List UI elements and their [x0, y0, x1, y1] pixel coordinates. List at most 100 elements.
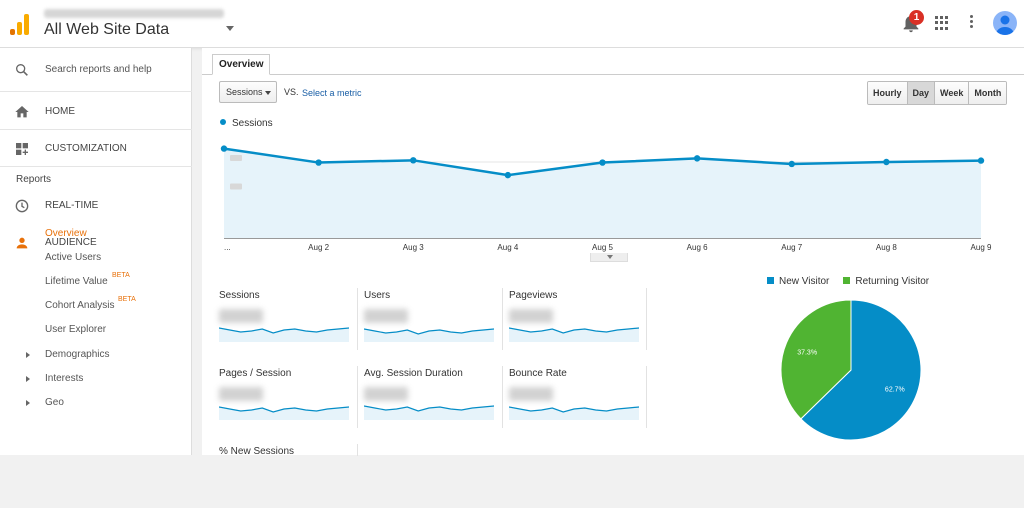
sidebar-item-audience[interactable]: AUDIENCE — [0, 228, 192, 258]
x-tick-label: Aug 6 — [687, 243, 708, 252]
sessions-point — [788, 160, 795, 168]
sessions-point — [410, 157, 417, 164]
sessions-point — [883, 158, 890, 166]
select-metric-link[interactable]: Select a metric — [302, 88, 362, 98]
x-tick-label: Aug 8 — [876, 243, 897, 252]
account-dropdown-caret-icon[interactable] — [226, 26, 234, 31]
pie-legend-item[interactable]: New Visitor — [767, 276, 829, 287]
sparkline-line — [509, 327, 639, 334]
avatar[interactable] — [993, 11, 1017, 35]
kpi-sessions[interactable]: Sessions — [219, 290, 351, 352]
pie-legend-item[interactable]: Returning Visitor — [843, 276, 929, 287]
account-view-title[interactable]: All Web Site Data — [44, 21, 170, 38]
analytics-logo-icon[interactable] — [10, 13, 30, 35]
sidebar-item-label: Interests — [45, 373, 84, 384]
x-tick-label: ... — [224, 243, 231, 252]
granularity-day-button[interactable]: Day — [907, 82, 936, 104]
kpi-separator — [646, 288, 647, 350]
sidebar-item-cohort-analysis[interactable]: Cohort Analysis BETA — [0, 296, 192, 316]
search-icon — [15, 64, 28, 76]
granularity-week-button[interactable]: Week — [935, 82, 970, 104]
granularity-month-button[interactable]: Month — [969, 82, 1007, 104]
expand-triangle-icon — [26, 352, 30, 358]
legend-swatch — [767, 277, 774, 284]
series-legend: Sessions — [220, 118, 273, 129]
visitor-pie-chart: 62.7% 37.3% — [780, 299, 922, 441]
kpi-sparkline — [219, 406, 349, 420]
kpi-value-blurred — [509, 387, 553, 401]
sidebar-item-realtime[interactable]: REAL-TIME — [0, 191, 192, 221]
sessions-point — [315, 159, 322, 166]
sidebar-item-label: AUDIENCE — [45, 237, 97, 248]
account-email-blurred — [44, 9, 224, 18]
kpi-value-blurred — [364, 387, 408, 401]
sparkline-line — [364, 405, 494, 412]
y-tick-label-blurred — [230, 183, 242, 190]
kpi-sparkline — [364, 328, 494, 342]
sidebar-item-label: Active Users — [45, 252, 102, 263]
kpi-title: Pages / Session — [219, 368, 292, 379]
kpi-bounce-rate[interactable]: Bounce Rate — [509, 368, 641, 430]
kpi-new-sessions[interactable]: % New Sessions — [219, 446, 351, 508]
sidebar-item-geo[interactable]: Geo — [0, 393, 192, 413]
sparkline-line — [219, 406, 349, 413]
series-swatch — [220, 119, 226, 125]
sidebar: Search reports and help HOME CUSTOMIZATI… — [0, 48, 192, 455]
vs-label: VS. — [284, 87, 299, 97]
kpi-title: % New Sessions — [219, 446, 295, 457]
legend-label: Returning Visitor — [855, 276, 930, 287]
pie-slice-label: 62.7% — [885, 386, 905, 393]
sidebar-item-overview[interactable]: Overview — [0, 224, 192, 244]
sidebar-item-label: CUSTOMIZATION — [45, 143, 127, 154]
x-tick-label: Aug 7 — [781, 243, 802, 252]
sidebar-item-label: REAL-TIME — [45, 200, 99, 211]
metric-dropdown-value: Sessions — [226, 87, 263, 97]
metric-dropdown[interactable]: Sessions — [219, 81, 277, 103]
sidebar-item-active-users[interactable]: Active Users — [0, 248, 192, 268]
kpi-pages-session[interactable]: Pages / Session — [219, 368, 351, 430]
main-panel: Overview Sessions VS. Select a metric Ho… — [202, 48, 1024, 457]
apps-grid-icon[interactable] — [935, 16, 949, 30]
kpi-separator — [357, 288, 358, 350]
chevron-down-icon — [265, 91, 271, 95]
kpi-value-blurred — [219, 309, 263, 323]
tab-divider — [202, 74, 1024, 75]
more-vert-icon[interactable] — [970, 15, 974, 31]
sidebar-item-label: Geo — [45, 397, 64, 408]
search-input[interactable]: Search reports and help — [45, 64, 152, 75]
sidebar-item-demographics[interactable]: Demographics — [0, 345, 192, 365]
sidebar-item-home[interactable]: HOME — [0, 92, 192, 130]
x-tick-label: Aug 2 — [308, 243, 329, 252]
kpi-separator — [502, 366, 503, 428]
sidebar-item-customization[interactable]: CUSTOMIZATION — [0, 130, 192, 167]
expand-triangle-icon — [26, 400, 30, 406]
sessions-area — [224, 148, 981, 238]
sessions-point — [599, 159, 606, 166]
home-icon — [15, 106, 29, 118]
granularity-hourly-button[interactable]: Hourly — [868, 82, 908, 104]
x-tick-label: Aug 5 — [592, 243, 613, 252]
sparkline-line — [219, 327, 349, 334]
kpi-users[interactable]: Users — [364, 290, 496, 352]
pie-slice-label: 37.3% — [797, 350, 817, 357]
kpi-sparkline — [364, 405, 494, 420]
sidebar-item-label: Overview — [45, 228, 87, 239]
x-tick-label: Aug 9 — [971, 243, 992, 252]
sessions-point — [977, 157, 985, 164]
kpi-title: Users — [364, 290, 391, 301]
tab-overview[interactable]: Overview — [212, 54, 271, 75]
sidebar-item-lifetime-value[interactable]: Lifetime Value BETA — [0, 272, 192, 292]
chart-collapse-handle[interactable] — [590, 253, 628, 262]
sidebar-item-user-explorer[interactable]: User Explorer — [0, 320, 192, 340]
kpi-avg-session-duration[interactable]: Avg. Session Duration — [364, 368, 496, 430]
pie-slice[interactable] — [800, 299, 922, 441]
beta-badge: BETA — [112, 272, 130, 279]
pie-slice[interactable] — [780, 299, 852, 420]
sidebar-item-interests[interactable]: Interests — [0, 369, 192, 389]
kpi-title: Sessions — [219, 290, 260, 301]
kpi-pageviews[interactable]: Pageviews — [509, 290, 641, 352]
sessions-line-chart: ... Aug 2 Aug 3 Aug 4 Aug 5 Aug 6 Aug 7 Aug 8 Au… — [220, 145, 992, 252]
sidebar-search[interactable]: Search reports and help — [0, 48, 192, 92]
y-tick-label-blurred — [230, 155, 242, 161]
sparkline-line — [509, 406, 639, 413]
